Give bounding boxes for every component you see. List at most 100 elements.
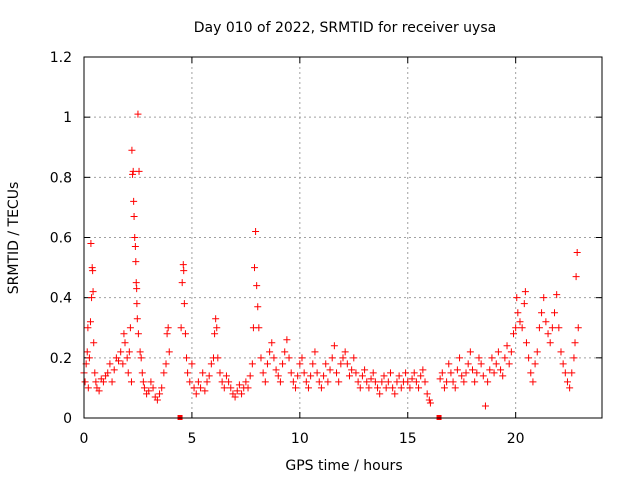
data-point: [410, 369, 418, 377]
data-point: [183, 354, 191, 362]
data-point: [449, 378, 457, 386]
data-point: [213, 324, 221, 332]
data-point: [503, 342, 511, 350]
y-tick-label: 0.8: [50, 170, 72, 186]
data-point: [501, 354, 509, 362]
data-point: [447, 369, 455, 377]
data-point: [292, 384, 300, 392]
data-point: [513, 294, 521, 302]
data-point: [572, 273, 580, 281]
data-point: [216, 369, 224, 377]
data-point: [313, 369, 321, 377]
data-point: [341, 348, 349, 356]
data-point: [551, 309, 559, 317]
data-point: [419, 366, 427, 374]
data-point: [179, 261, 187, 269]
plot-frame: [83, 56, 603, 419]
data-point: [371, 378, 379, 386]
data-point: [165, 348, 173, 356]
data-point: [481, 402, 489, 410]
data-point: [132, 279, 140, 287]
data-point: [389, 384, 397, 392]
data-point: [259, 369, 267, 377]
data-point: [197, 384, 205, 392]
data-point: [451, 384, 459, 392]
data-point: [133, 300, 141, 308]
data-point: [505, 360, 513, 368]
data-point: [131, 243, 139, 251]
data-point: [320, 372, 328, 380]
y-tick-label: 1.2: [50, 50, 72, 66]
data-point: [574, 324, 582, 332]
data-point: [330, 342, 338, 350]
data-point: [238, 390, 246, 398]
x-tick-label: 5: [187, 431, 196, 447]
data-point: [521, 288, 529, 296]
data-point: [199, 369, 207, 377]
data-point: [563, 378, 571, 386]
data-point: [128, 146, 136, 154]
data-point: [126, 324, 134, 332]
data-point: [348, 366, 356, 374]
data-point: [464, 360, 472, 368]
data-point: [300, 369, 308, 377]
data-point: [190, 384, 198, 392]
data-point: [492, 360, 500, 368]
data-point: [184, 369, 192, 377]
data-point: [311, 348, 319, 356]
data-point: [546, 339, 554, 347]
data-point: [421, 378, 429, 386]
data-point: [374, 384, 382, 392]
data-point: [132, 258, 140, 266]
data-point: [456, 354, 464, 362]
data-point: [317, 384, 325, 392]
data-point: [415, 384, 423, 392]
data-point: [137, 354, 145, 362]
data-point: [110, 366, 118, 374]
data-point: [466, 348, 474, 356]
data-point: [287, 369, 295, 377]
data-point: [92, 378, 100, 386]
data-point: [81, 378, 89, 386]
data-point: [402, 369, 410, 377]
x-tick-label: 20: [507, 431, 525, 447]
data-point: [84, 324, 92, 332]
data-point: [90, 339, 98, 347]
data-point: [85, 354, 93, 362]
data-point: [125, 348, 133, 356]
data-point: [494, 348, 502, 356]
data-point: [194, 378, 202, 386]
data-point: [542, 318, 550, 326]
data-point: [507, 348, 515, 356]
data-point: [406, 384, 414, 392]
data-point: [522, 339, 530, 347]
data-point: [561, 369, 569, 377]
data-points: [80, 110, 582, 410]
data-point: [207, 360, 215, 368]
data-point: [95, 387, 103, 395]
data-point: [88, 294, 96, 302]
data-point: [140, 384, 148, 392]
data-point: [124, 369, 132, 377]
data-point: [91, 369, 99, 377]
data-point: [133, 315, 141, 323]
data-point: [235, 381, 243, 389]
data-point: [160, 369, 168, 377]
data-point: [188, 360, 196, 368]
data-point: [363, 378, 371, 386]
data-point: [163, 330, 171, 338]
data-point: [477, 360, 485, 368]
data-point: [296, 360, 304, 368]
data-point: [525, 354, 533, 362]
data-point: [177, 324, 185, 332]
data-point: [244, 384, 252, 392]
data-point: [380, 372, 388, 380]
data-point: [227, 384, 235, 392]
data-point: [462, 369, 470, 377]
data-point: [354, 378, 362, 386]
data-point: [255, 324, 263, 332]
data-point: [486, 366, 494, 374]
data-point: [473, 369, 481, 377]
